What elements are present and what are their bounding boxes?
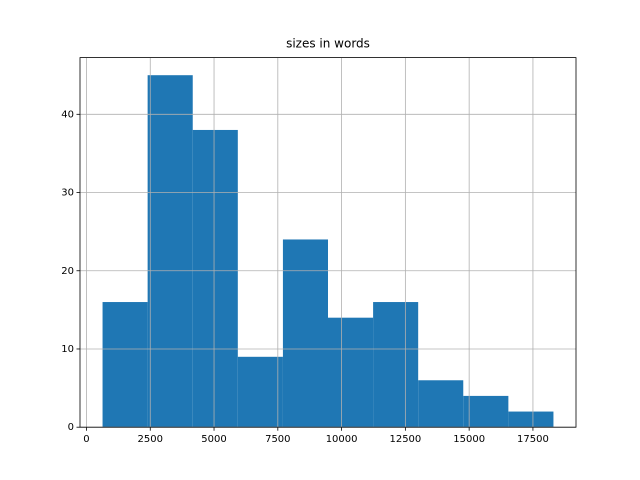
x-tick-label: 2500 xyxy=(138,434,163,445)
plot-frame xyxy=(79,57,577,428)
y-tick-label: 20 xyxy=(61,266,74,277)
bar xyxy=(328,317,374,428)
bar xyxy=(147,75,193,428)
bar xyxy=(102,302,148,428)
y-tick-label: 30 xyxy=(61,188,74,199)
x-tick-label: 0 xyxy=(83,434,89,445)
bar xyxy=(418,380,464,428)
bar xyxy=(282,239,328,428)
x-tick-label: 7500 xyxy=(265,434,290,445)
x-tick-label: 12500 xyxy=(389,434,421,445)
bar xyxy=(508,411,554,428)
x-tick-label: 15000 xyxy=(453,434,485,445)
y-tick-label: 40 xyxy=(61,109,74,120)
chart-title: sizes in words xyxy=(286,37,370,51)
x-tick-label: 10000 xyxy=(326,434,358,445)
bar xyxy=(463,395,509,428)
x-tick-label: 5000 xyxy=(201,434,226,445)
y-tick-label: 0 xyxy=(68,422,74,433)
y-tick-label: 10 xyxy=(61,344,74,355)
bar xyxy=(237,356,283,428)
x-tick-label: 17500 xyxy=(517,434,549,445)
bar xyxy=(192,129,238,428)
bar xyxy=(373,302,419,428)
